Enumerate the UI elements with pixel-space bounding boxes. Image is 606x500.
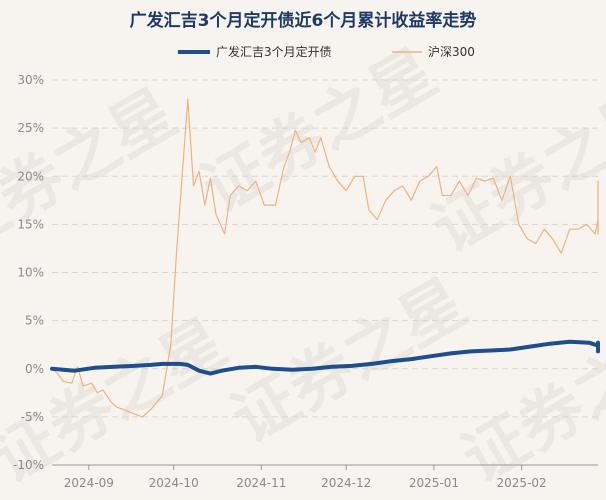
x-tick-label: 2024-10	[149, 476, 199, 490]
y-tick-label: -10%	[13, 458, 44, 472]
y-tick-label: 30%	[17, 73, 44, 87]
x-tick-label: 2025-02	[497, 476, 547, 490]
watermark-text: 证券之星	[420, 76, 606, 268]
x-tick-label: 2025-01	[409, 476, 459, 490]
x-axis: 2024-09 2024-10 2024-11 2024-12 2025-01 2025-…	[52, 464, 598, 490]
chart-title: 广发汇吉3个月定开债近6个月累计收益率走势	[130, 10, 477, 31]
y-tick-label: 20%	[17, 169, 44, 183]
x-tick-label: 2024-12	[321, 476, 371, 490]
y-tick-label: 15%	[17, 217, 44, 231]
y-tick-label: -5%	[21, 410, 44, 424]
x-tick-label: 2024-11	[236, 476, 286, 490]
legend-label-fund: 广发汇吉3个月定开债	[216, 44, 332, 59]
series-line-fund	[50, 339, 600, 376]
x-tick-label: 2024-09	[64, 476, 114, 490]
y-tick-label: 5%	[25, 314, 44, 328]
y-tick-label: 10%	[17, 266, 44, 280]
y-tick-label: 25%	[17, 121, 44, 135]
watermark-layer: 证券之星证券之星证券之星证券之星证券之星证券之星	[0, 36, 606, 498]
series-line-index	[51, 98, 599, 418]
watermark-text: 证券之星	[450, 306, 606, 498]
legend: 广发汇吉3个月定开债 沪深300	[178, 44, 475, 59]
y-tick-label: 0%	[25, 362, 44, 376]
y-axis: -10% -5% 0% 5% 10% 15% 20% 25% 30%	[13, 73, 44, 472]
legend-label-index: 沪深300	[428, 45, 475, 59]
series-layer	[50, 98, 600, 418]
watermark-text: 证券之星	[220, 266, 479, 458]
